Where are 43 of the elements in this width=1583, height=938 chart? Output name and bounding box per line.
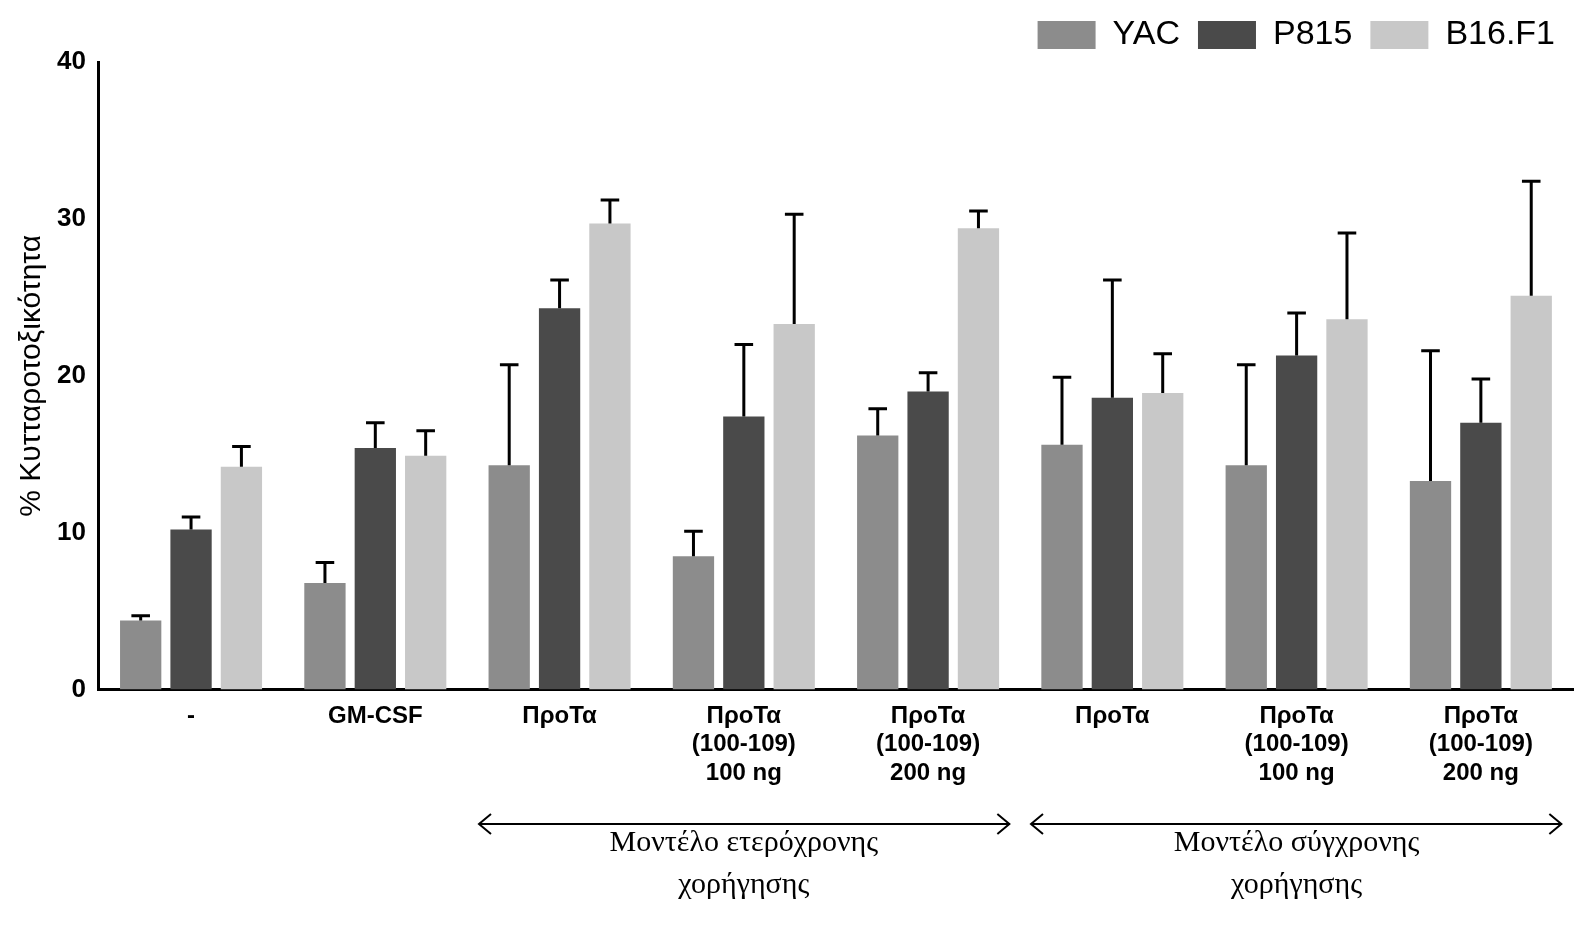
x-tick-label: ΠροΤα (100-109) 100 ng — [691, 700, 796, 786]
bar — [220, 466, 263, 690]
x-tick-label: ΠροΤα (100-109) 200 ng — [1428, 700, 1533, 786]
bar — [538, 308, 581, 690]
y-tick-label: 40 — [57, 45, 86, 76]
bar — [1460, 422, 1502, 690]
bar — [1225, 465, 1267, 690]
x-tick-label: - — [187, 700, 196, 728]
bar — [1275, 355, 1318, 690]
y-tick-label: 20 — [57, 358, 86, 389]
bar — [488, 465, 530, 690]
text: Μοντέλο σύγχρονης χορήγησης — [1172, 823, 1421, 901]
x-tick-label: ΠροΤα — [1075, 700, 1150, 728]
y-axis-title: % Κυτταροτοξικότητα — [13, 234, 47, 517]
bar — [1142, 393, 1184, 690]
text: Μοντέλο ετερόχρονης χορήγησης — [608, 823, 880, 901]
x-tick-label: GM-CSF — [327, 700, 423, 728]
x-tick-label: ΠροΤα (100-109) 100 ng — [1244, 700, 1349, 786]
y-tick-label: 10 — [57, 515, 86, 546]
bar — [589, 223, 631, 690]
bar — [723, 416, 765, 690]
bar — [773, 324, 815, 690]
legend-label: YAC — [1112, 13, 1180, 52]
legend-label: B16.F1 — [1445, 13, 1555, 52]
bar — [672, 556, 715, 690]
y-tick-label: 0 — [71, 672, 86, 703]
x-tick-label: ΠροΤα — [522, 700, 598, 728]
bar — [1041, 444, 1083, 690]
bar — [354, 447, 396, 690]
bar — [907, 391, 949, 690]
bar — [957, 228, 1000, 690]
y-tick-label: 30 — [57, 202, 86, 233]
bar — [405, 455, 447, 690]
bar — [1091, 397, 1133, 690]
bar — [170, 529, 212, 690]
bar — [120, 620, 162, 690]
bar — [857, 435, 899, 690]
bar — [304, 582, 346, 690]
bar — [1409, 480, 1452, 690]
bar — [1510, 295, 1552, 690]
x-tick-label: ΠροΤα (100-109) 200 ng — [876, 700, 981, 786]
bar — [1326, 319, 1368, 690]
legend-label: P815 — [1272, 13, 1353, 52]
